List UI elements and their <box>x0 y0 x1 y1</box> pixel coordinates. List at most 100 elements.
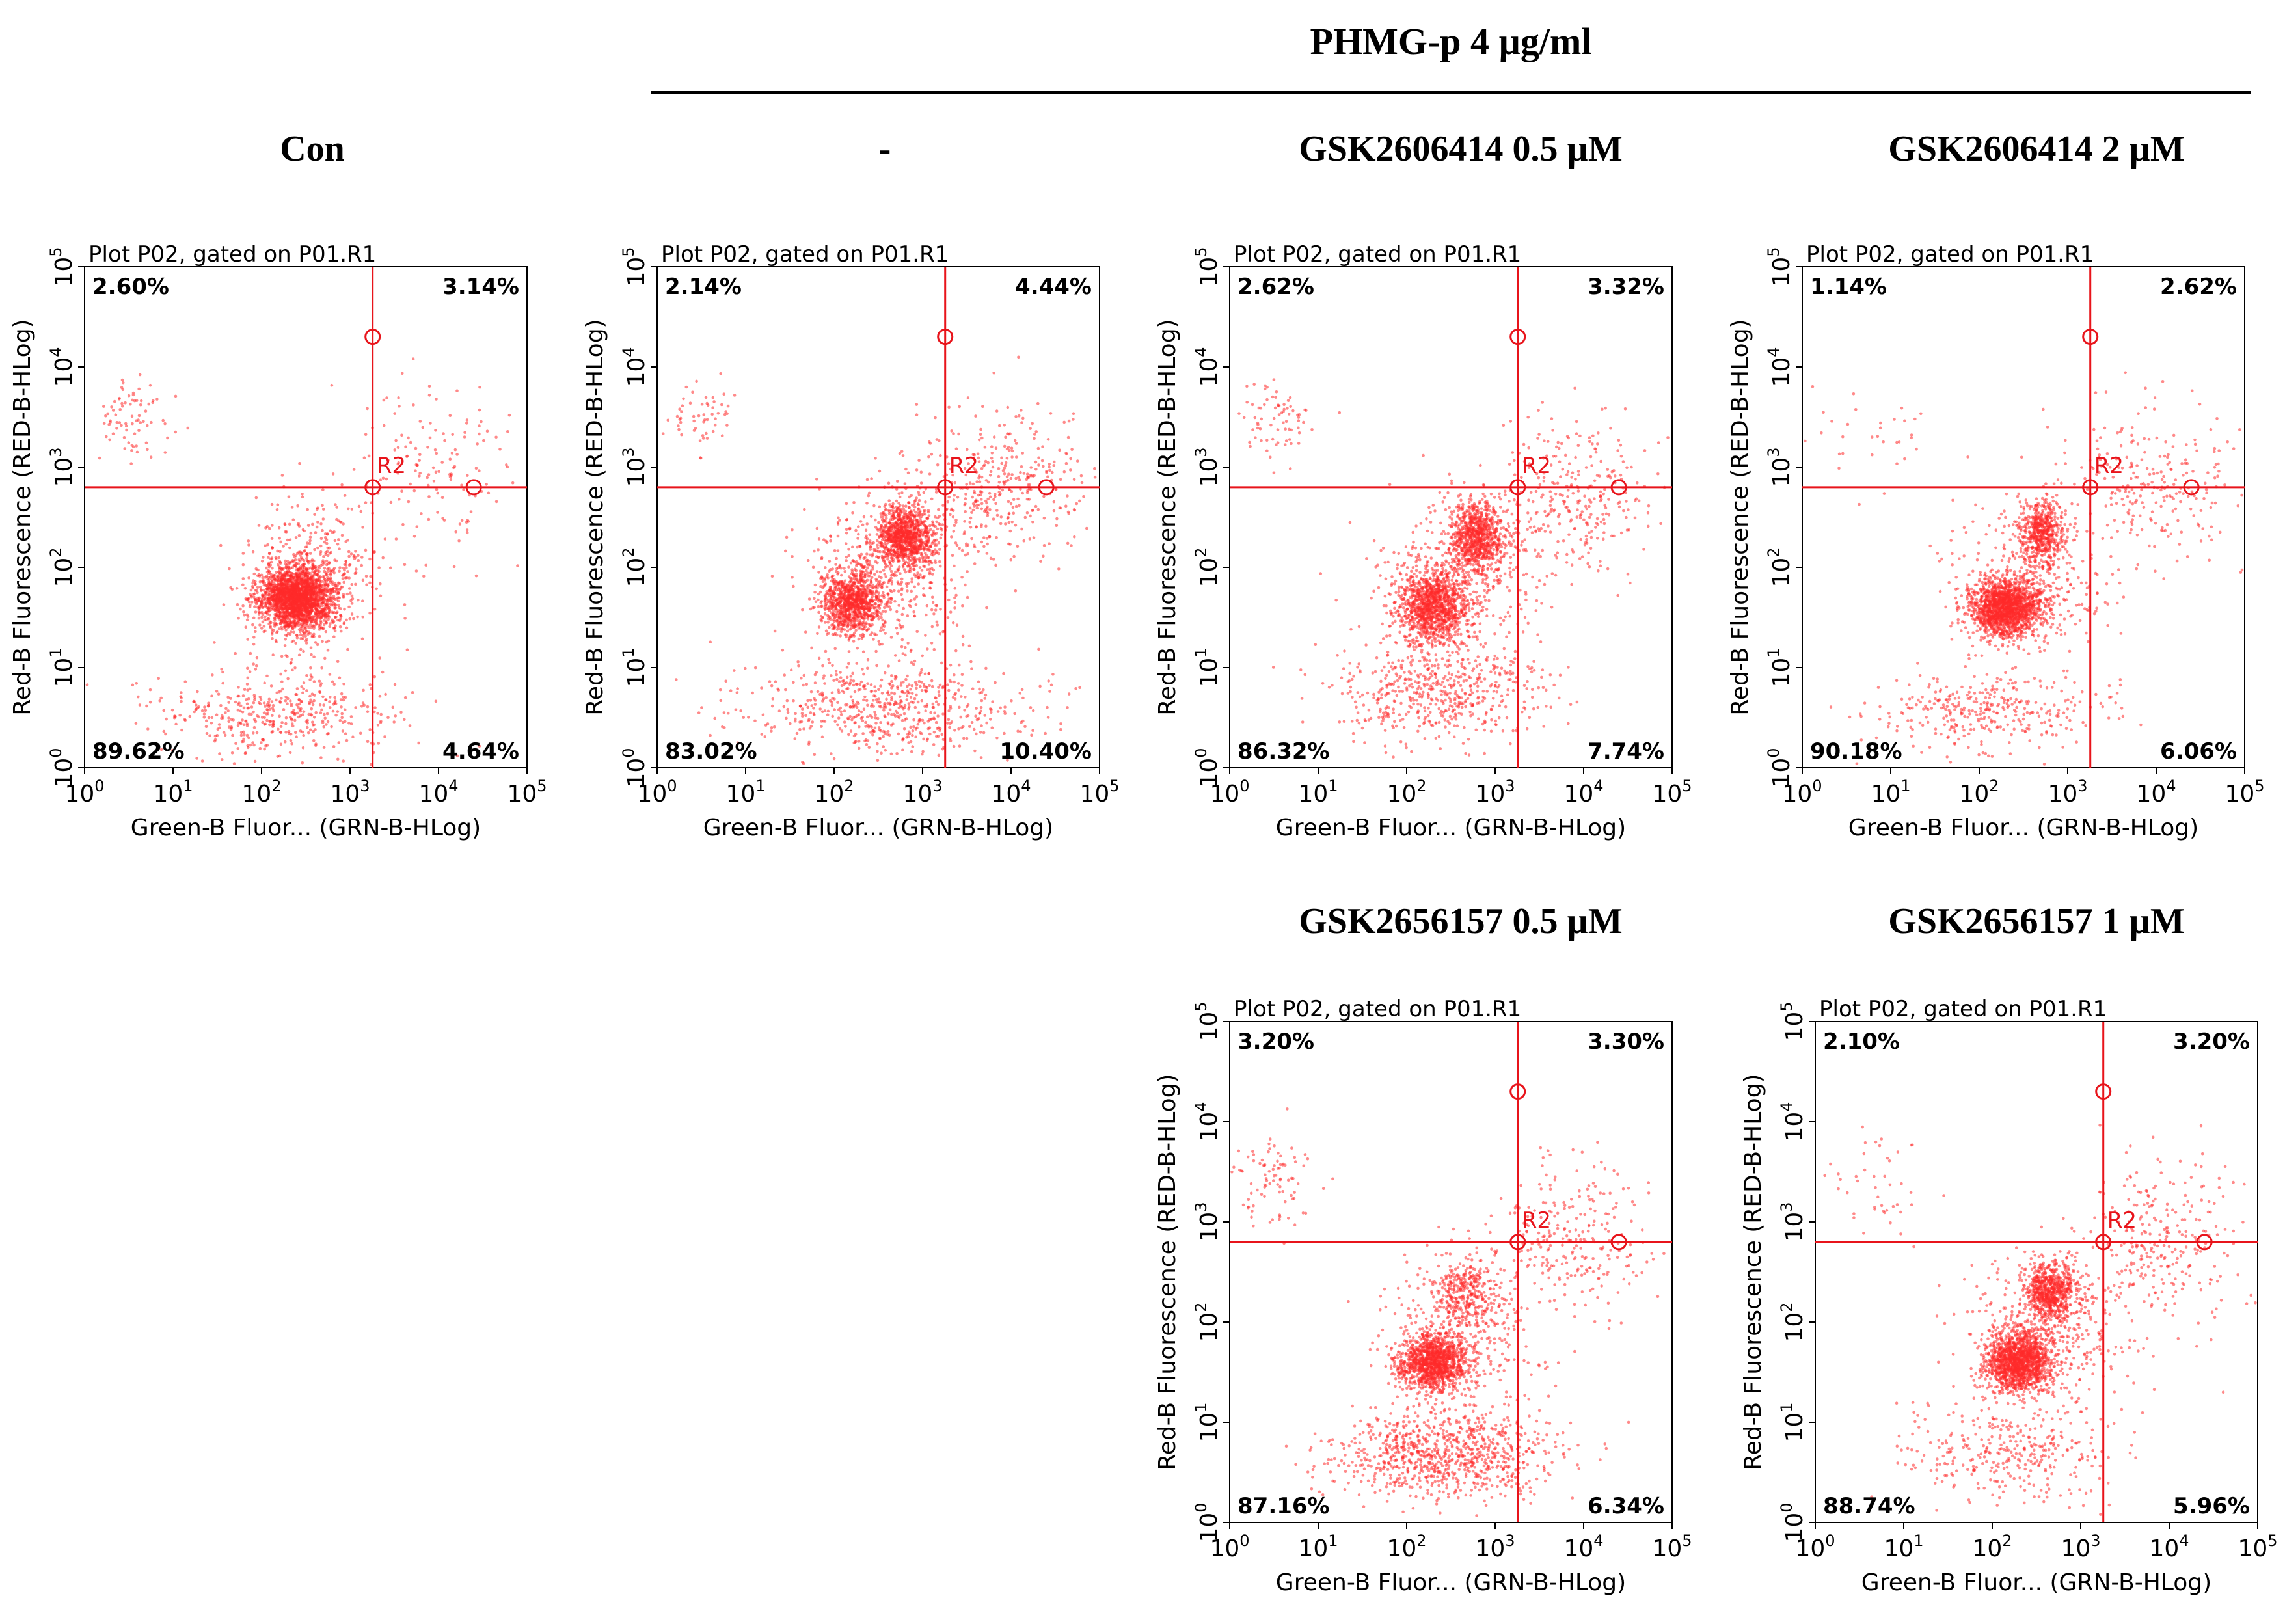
event-dot <box>474 467 478 470</box>
event-dot <box>266 709 269 712</box>
event-dot <box>856 646 859 650</box>
event-dot <box>264 526 267 530</box>
tick-base: 10 <box>507 781 537 807</box>
tick-base: 10 <box>51 758 77 788</box>
event-dot <box>875 539 879 543</box>
event-dot <box>357 559 360 562</box>
event-dot <box>843 615 846 619</box>
event-dot <box>414 446 418 450</box>
event-dot <box>455 453 459 456</box>
event-dot <box>260 741 263 744</box>
event-dot <box>247 697 250 701</box>
event-dot <box>303 586 306 589</box>
event-dot <box>930 533 934 537</box>
event-dot <box>823 601 827 604</box>
event-dot <box>210 716 214 719</box>
event-dot <box>340 534 344 537</box>
event-dot <box>349 599 353 602</box>
event-dot <box>368 611 372 615</box>
event-dot <box>131 398 134 402</box>
event-dot <box>195 757 198 760</box>
event-dot <box>843 633 847 636</box>
event-dot <box>288 621 291 624</box>
event-dot <box>327 597 331 601</box>
event-dot <box>174 722 178 726</box>
event-dot <box>135 682 138 685</box>
event-dot <box>930 561 934 565</box>
event-dot <box>310 707 314 710</box>
event-dot <box>308 566 312 570</box>
event-dot <box>220 668 224 671</box>
event-dot <box>908 565 912 569</box>
event-dot <box>165 717 168 721</box>
event-dot <box>886 526 889 530</box>
event-dot <box>271 595 275 599</box>
event-dot <box>130 444 134 447</box>
event-dot <box>344 576 347 580</box>
event-dot <box>114 413 118 416</box>
event-dot <box>281 687 284 691</box>
event-dot <box>840 599 843 602</box>
event-dot <box>866 617 870 621</box>
event-dot <box>319 522 323 526</box>
event-dot <box>284 597 288 600</box>
event-dot <box>321 640 324 643</box>
event-dot <box>332 619 336 623</box>
event-dot <box>340 692 344 696</box>
event-dot <box>254 567 258 571</box>
event-dot <box>301 629 304 632</box>
event-dot <box>867 610 871 613</box>
event-dot <box>257 524 261 527</box>
event-dot <box>247 736 250 740</box>
event-dot <box>284 740 287 744</box>
event-dot <box>343 708 347 711</box>
event-dot <box>879 629 882 632</box>
event-dot <box>309 560 313 563</box>
event-dot <box>264 722 267 726</box>
event-dot <box>913 502 916 506</box>
event-dot <box>350 508 354 511</box>
event-dot <box>325 563 329 567</box>
event-dot <box>383 424 386 427</box>
event-dot <box>278 536 281 540</box>
quadrant-upper-left: 2.60% <box>92 274 169 300</box>
event-dot <box>837 596 841 600</box>
event-dot <box>345 566 348 570</box>
event-dot <box>180 699 183 703</box>
event-dot <box>350 583 354 586</box>
event-dot <box>293 606 296 610</box>
event-dot <box>299 700 303 703</box>
event-dot <box>878 505 881 509</box>
event-dot <box>227 720 231 724</box>
event-dot <box>337 603 341 607</box>
event-dot <box>241 694 245 697</box>
event-dot <box>883 573 887 576</box>
event-dot <box>286 677 290 681</box>
event-dot <box>163 451 167 454</box>
event-dot <box>302 563 306 567</box>
event-dot <box>429 422 432 425</box>
event-dot <box>310 634 314 638</box>
event-dot <box>306 721 309 725</box>
event-dot <box>348 563 352 566</box>
event-dot <box>357 599 360 602</box>
event-dot <box>312 739 316 742</box>
event-dot <box>292 630 295 634</box>
event-dot <box>273 599 277 603</box>
event-dot <box>857 637 861 641</box>
event-dot <box>859 599 862 602</box>
event-dot <box>469 510 473 513</box>
event-dot <box>293 555 296 558</box>
event-dot <box>202 716 206 719</box>
y-tick-label: 103 <box>47 447 77 487</box>
event-dot <box>343 563 347 567</box>
event-dot <box>389 500 393 504</box>
event-dot <box>936 527 940 531</box>
event-dot <box>883 505 887 508</box>
event-dot <box>297 586 301 589</box>
tick-base: 10 <box>51 658 77 688</box>
event-dot <box>307 618 311 622</box>
event-dot <box>311 604 315 608</box>
